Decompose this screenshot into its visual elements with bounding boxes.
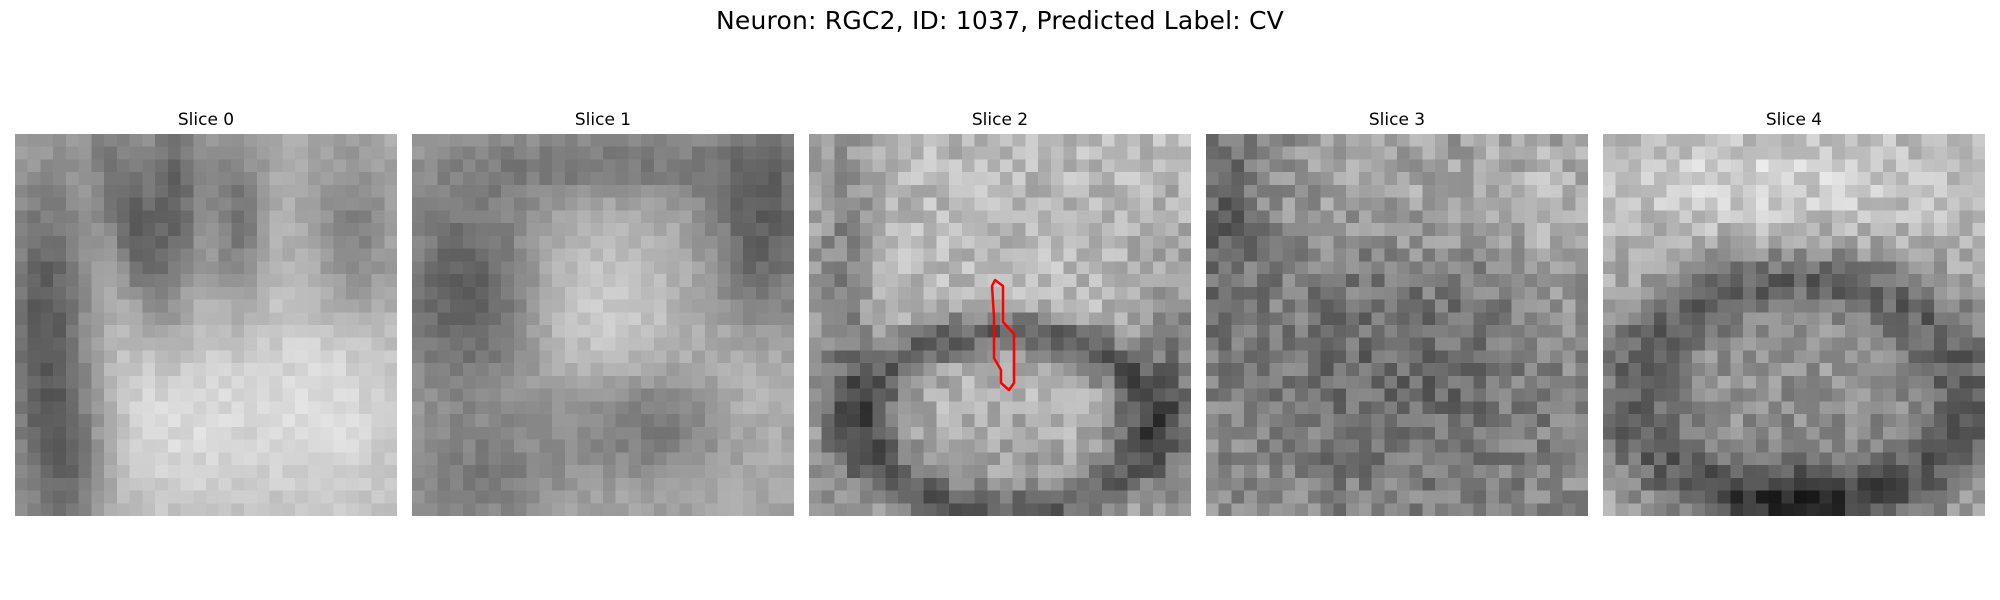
slice-title: Slice 4	[1765, 110, 1823, 130]
slice-image	[1206, 134, 1588, 516]
slice-panel-2: Slice 2	[809, 108, 1191, 516]
slice-panel-0: Slice 0	[15, 108, 397, 516]
slice-panel-3: Slice 3	[1206, 108, 1588, 516]
slice-image	[809, 134, 1191, 516]
slice-panel-1: Slice 1	[412, 108, 794, 516]
slice-image	[1603, 134, 1985, 516]
slice-image	[15, 134, 397, 516]
figure-title: Neuron: RGC2, ID: 1037, Predicted Label:…	[716, 6, 1284, 35]
slice-title: Slice 3	[1368, 110, 1426, 130]
slice-image	[412, 134, 794, 516]
slice-title: Slice 2	[971, 110, 1029, 130]
slice-title: Slice 0	[177, 110, 235, 130]
slice-panel-4: Slice 4	[1603, 108, 1985, 516]
slice-title: Slice 1	[574, 110, 632, 130]
